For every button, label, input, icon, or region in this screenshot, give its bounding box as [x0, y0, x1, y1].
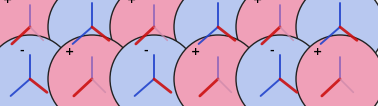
Text: -: - — [270, 45, 274, 55]
Text: -: - — [82, 0, 87, 3]
Circle shape — [236, 0, 324, 71]
Text: -: - — [208, 0, 212, 3]
Text: -: - — [144, 45, 149, 55]
Circle shape — [296, 0, 378, 71]
Text: +: + — [65, 47, 74, 57]
Circle shape — [174, 0, 262, 71]
Circle shape — [0, 0, 74, 71]
Circle shape — [174, 35, 262, 106]
Text: +: + — [3, 0, 12, 5]
Circle shape — [0, 35, 74, 106]
Circle shape — [48, 35, 136, 106]
Text: +: + — [127, 0, 136, 5]
Circle shape — [236, 35, 324, 106]
Text: +: + — [191, 47, 200, 57]
Text: -: - — [330, 0, 335, 3]
Text: -: - — [20, 45, 25, 55]
Text: +: + — [313, 47, 322, 57]
Circle shape — [110, 0, 198, 71]
Circle shape — [296, 35, 378, 106]
Circle shape — [110, 35, 198, 106]
Circle shape — [48, 0, 136, 71]
Text: +: + — [253, 0, 262, 5]
